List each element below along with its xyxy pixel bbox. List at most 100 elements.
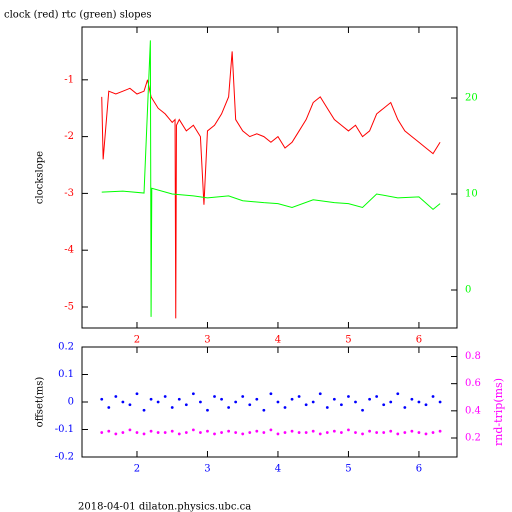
data-point	[269, 392, 273, 396]
data-point	[163, 431, 167, 434]
y-axis-label: offset(ms)	[35, 377, 46, 428]
data-point	[184, 431, 188, 434]
data-point	[410, 397, 414, 401]
y-tick-label: 0.1	[58, 369, 74, 380]
data-point	[114, 432, 118, 436]
data-point	[403, 431, 407, 434]
data-point	[417, 400, 421, 404]
data-point	[347, 428, 350, 432]
data-point	[227, 429, 231, 433]
data-point	[206, 429, 209, 433]
data-point	[368, 397, 371, 401]
x-tick-label: 6	[416, 464, 422, 475]
data-point	[206, 408, 209, 412]
data-point	[375, 431, 379, 434]
data-point	[276, 432, 280, 436]
y2-tick-label: 0.4	[465, 405, 481, 416]
x-tick-label: 3	[204, 464, 210, 475]
data-point	[177, 432, 181, 436]
data-point	[100, 431, 104, 434]
y2-tick-label: 0.2	[465, 432, 481, 443]
data-point	[100, 397, 104, 401]
x-tick-label: 2	[134, 335, 140, 346]
data-point	[297, 431, 301, 434]
data-point	[248, 403, 252, 407]
x-tick-label: 2	[134, 464, 140, 475]
data-point	[142, 432, 146, 436]
data-point	[128, 428, 132, 432]
data-point	[220, 431, 223, 434]
data-point	[213, 395, 216, 398]
data-point	[311, 429, 315, 433]
data-point	[241, 432, 245, 436]
data-point	[149, 397, 153, 401]
data-point	[438, 429, 442, 433]
y-tick-label: -0.2	[55, 452, 74, 463]
data-point	[276, 400, 280, 404]
data-point	[361, 408, 364, 412]
data-point	[339, 431, 343, 434]
data-point	[163, 395, 167, 398]
plot-frame	[81, 346, 458, 458]
y2-tick-label: 0.8	[465, 351, 481, 362]
data-point	[255, 429, 259, 433]
y2-tick-label: 0.6	[465, 378, 481, 389]
y-tick-label: 0.2	[58, 342, 74, 353]
data-point	[191, 392, 195, 396]
data-point	[248, 431, 252, 434]
x-tick-label: 6	[416, 335, 422, 346]
data-point	[304, 403, 308, 407]
data-point	[339, 403, 343, 407]
data-point	[156, 431, 160, 434]
data-point	[347, 395, 350, 398]
data-point	[318, 432, 322, 436]
data-line	[101, 40, 441, 317]
data-point	[269, 428, 273, 432]
data-point	[149, 429, 153, 433]
data-line	[101, 51, 441, 319]
y-axis-label: clockslope	[35, 151, 46, 204]
data-point	[389, 400, 393, 404]
x-tick-label: 4	[275, 335, 281, 346]
data-point	[170, 429, 174, 433]
data-point	[389, 429, 393, 433]
plot-frame	[81, 26, 458, 329]
data-point	[318, 392, 322, 396]
data-point	[199, 431, 202, 434]
data-point	[177, 397, 181, 401]
data-point	[184, 403, 188, 407]
data-point	[191, 428, 195, 432]
data-point	[199, 400, 202, 404]
y-tick-label: -3	[64, 188, 74, 199]
x-tick-label: 5	[345, 464, 351, 475]
data-point	[135, 392, 139, 396]
data-point	[438, 400, 442, 404]
data-point	[262, 431, 266, 434]
data-point	[234, 431, 238, 434]
data-point	[382, 403, 386, 407]
y-tick-label: -2	[64, 131, 74, 142]
data-point	[114, 395, 118, 398]
data-point	[403, 406, 407, 409]
data-point	[354, 400, 357, 404]
x-tick-label: 4	[275, 464, 281, 475]
data-point	[220, 397, 223, 401]
data-point	[304, 431, 308, 434]
y-tick-label: -5	[64, 301, 74, 312]
data-point	[396, 392, 400, 396]
data-point	[410, 429, 414, 433]
data-point	[424, 403, 428, 407]
chart-title: clock (red) rtc (green) slopes	[4, 10, 152, 21]
y2-tick-label: 0	[465, 284, 471, 295]
data-point	[234, 400, 238, 404]
y2-tick-label: 20	[465, 93, 478, 104]
x-tick-label: 3	[204, 335, 210, 346]
data-point	[396, 432, 400, 436]
data-point	[325, 431, 329, 434]
data-point	[107, 429, 111, 433]
data-point	[227, 406, 231, 409]
data-point	[128, 403, 132, 407]
data-point	[354, 431, 357, 434]
y2-axis-label: rnd-trip(ms)	[492, 378, 505, 446]
